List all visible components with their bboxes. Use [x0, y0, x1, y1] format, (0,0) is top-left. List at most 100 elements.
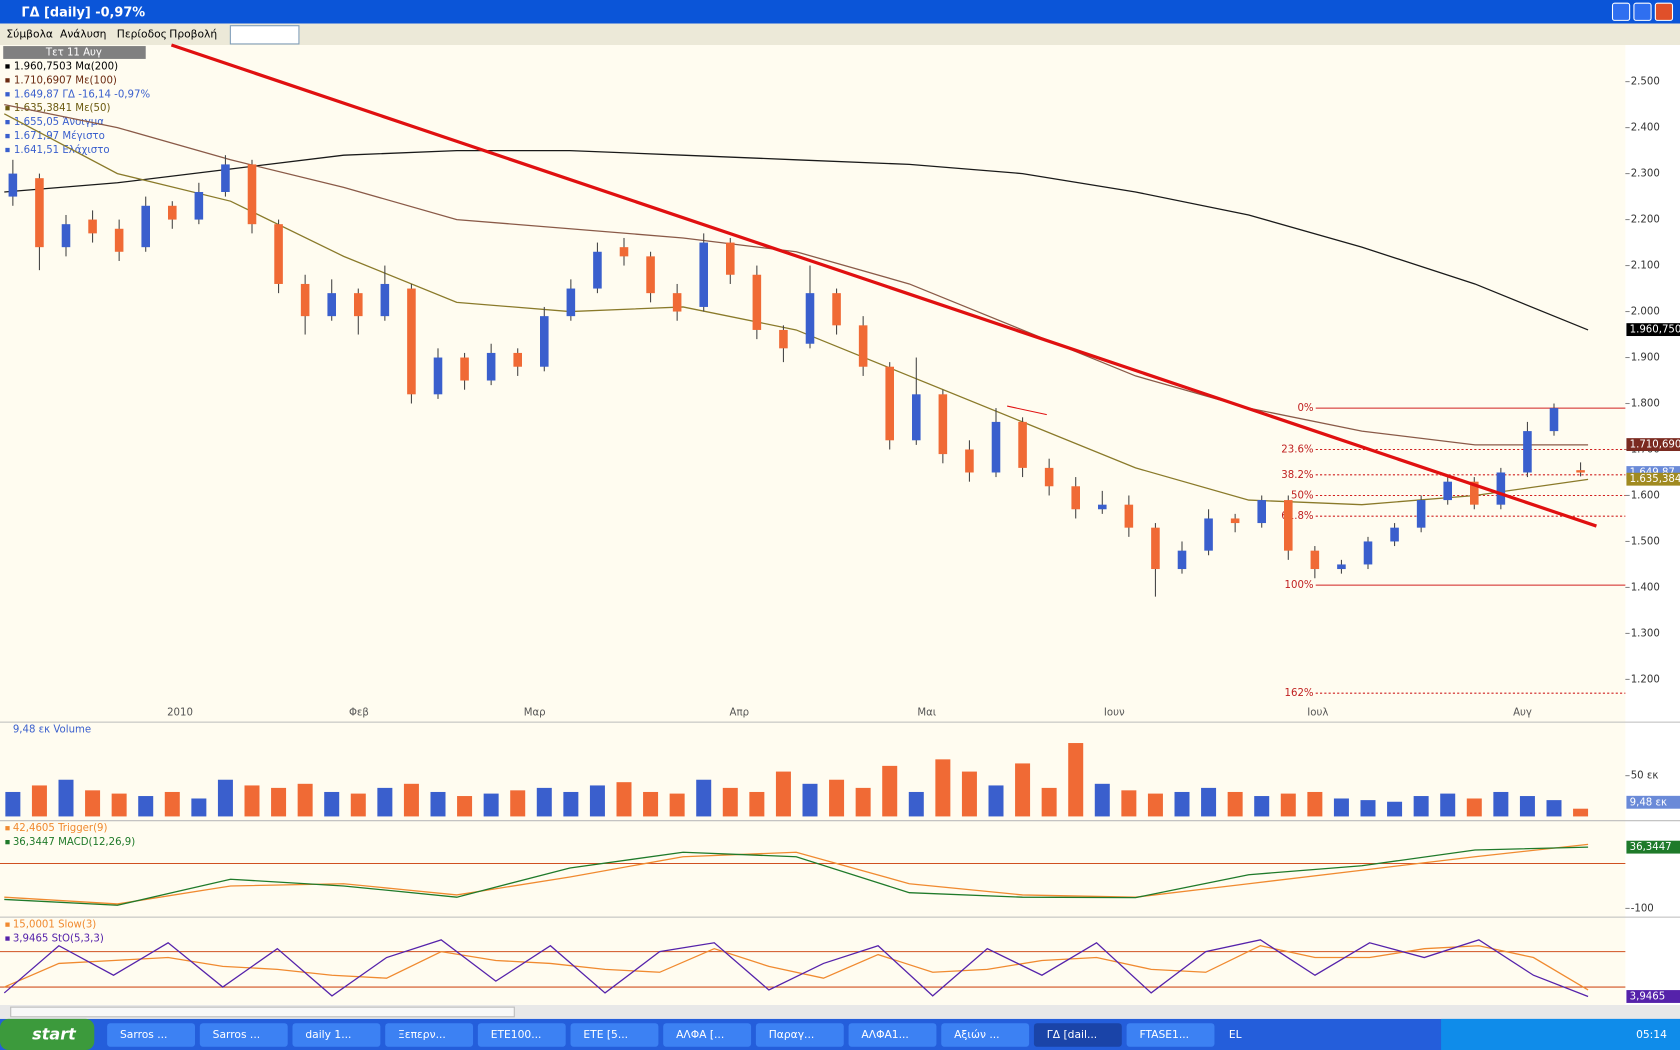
- candle-body: [540, 316, 549, 367]
- x-tick-label: Ιουλ: [1307, 708, 1328, 719]
- candle-body: [1284, 500, 1293, 551]
- y-tick-label: 2.300: [1631, 169, 1660, 180]
- taskbar-button[interactable]: [385, 1023, 474, 1047]
- value-badge: [1626, 990, 1680, 1003]
- menu-item[interactable]: Προβολή: [169, 27, 217, 40]
- value-badge-text: 1.960,750: [1630, 325, 1680, 336]
- taskbar-button[interactable]: [1033, 1023, 1122, 1047]
- volume-bar: [271, 787, 287, 817]
- volume-bar: [802, 783, 818, 817]
- volume-bar: [1121, 790, 1137, 817]
- candle-body: [88, 219, 97, 234]
- taskbar-button-text[interactable]: Παραγ...: [769, 1028, 815, 1041]
- indicator-line: [4, 846, 1589, 906]
- legend-swatch: [5, 133, 10, 139]
- volume-bar: [908, 791, 924, 817]
- taskbar-button[interactable]: [292, 1023, 381, 1047]
- candle-body: [1177, 550, 1187, 570]
- candle-body: [141, 205, 150, 248]
- language[interactable]: EL: [1229, 1028, 1242, 1041]
- volume-bar: [377, 787, 393, 817]
- y-tick-label: -100: [1631, 903, 1654, 914]
- taskbar-button-text[interactable]: ETE [5...: [583, 1028, 628, 1041]
- volume-bar: [1360, 800, 1376, 817]
- candle-body: [832, 293, 841, 326]
- maximize-button[interactable]: [1633, 2, 1652, 21]
- candle-body: [1496, 472, 1506, 505]
- symbol-input[interactable]: [229, 25, 300, 45]
- taskbar-button[interactable]: [1126, 1023, 1215, 1047]
- moving-average: [4, 103, 1589, 446]
- taskbar-button-text[interactable]: ΑΛΦΑ [...: [676, 1028, 724, 1041]
- menu-item[interactable]: Σύμβολα: [6, 27, 53, 40]
- candle-body: [965, 449, 974, 473]
- taskbar-button[interactable]: [755, 1023, 844, 1047]
- volume-bar: [1413, 796, 1429, 817]
- value-badge-text: 36,3447: [1630, 842, 1672, 853]
- volume-bar: [1254, 796, 1270, 817]
- taskbar-button[interactable]: [477, 1023, 566, 1047]
- candle-body: [380, 283, 390, 317]
- candle-body: [1204, 518, 1213, 551]
- volume-bar: [935, 759, 951, 817]
- taskbar-button[interactable]: [107, 1023, 195, 1047]
- value-badge: [1626, 795, 1680, 809]
- taskbar-button[interactable]: [848, 1023, 937, 1047]
- volume-bar: [882, 765, 898, 817]
- candle-body: [168, 205, 177, 220]
- fib-label: 162%: [1285, 688, 1314, 699]
- value-badge: [1626, 472, 1680, 486]
- y-tick-label: 1.400: [1631, 582, 1660, 593]
- volume-bar: [324, 791, 340, 817]
- y-tick-label: 50 εκ: [1631, 771, 1659, 782]
- fib-label: 50%: [1291, 490, 1314, 501]
- candle-body: [300, 283, 310, 317]
- menu-item[interactable]: Περίοδος: [117, 27, 167, 40]
- taskbar-button-text[interactable]: Sarros ...: [213, 1028, 260, 1041]
- volume-bar: [988, 785, 1004, 817]
- candle-body: [1576, 470, 1585, 473]
- taskbar-button[interactable]: [570, 1023, 659, 1047]
- taskbar-button-text[interactable]: ΓΔ [dail...: [1047, 1028, 1097, 1041]
- close-button[interactable]: [1654, 2, 1674, 21]
- candle-body: [8, 173, 18, 197]
- taskbar-button-text[interactable]: Ξεπερν...: [398, 1028, 446, 1041]
- taskbar-button[interactable]: [941, 1023, 1030, 1047]
- taskbar-items: start Sarros ... Sarros ... daily 1... Ξεπερ…: [32, 1023, 1667, 1047]
- start-text[interactable]: start: [32, 1025, 77, 1044]
- volume-bar: [1041, 787, 1057, 817]
- candle-body: [407, 288, 416, 395]
- volume-bar: [775, 771, 791, 817]
- volume-bar: [510, 790, 526, 817]
- taskbar-button-text[interactable]: ΑΛΦΑ1...: [861, 1028, 908, 1041]
- taskbar-button-text[interactable]: Sarros ...: [120, 1028, 167, 1041]
- taskbar-button[interactable]: [663, 1023, 752, 1047]
- volume-bar: [191, 798, 207, 817]
- taskbar-button-text[interactable]: daily 1...: [305, 1028, 351, 1041]
- volume-bar: [696, 779, 712, 817]
- volume-bar: [403, 783, 419, 817]
- menu-bar: Σύμβολα Ανάλυση Περίοδος Προβολή: [6, 27, 217, 40]
- taskbar-button-text[interactable]: FTASE1...: [1139, 1028, 1189, 1041]
- menu-item[interactable]: Ανάλυση: [60, 27, 106, 40]
- volume-bar: [563, 791, 579, 817]
- plot-area: [0, 45, 1626, 1005]
- minimize-button[interactable]: [1611, 2, 1631, 21]
- candle-body: [1044, 467, 1054, 487]
- start-button[interactable]: [0, 1018, 95, 1050]
- taskbar-button-text[interactable]: ETE100...: [491, 1028, 542, 1041]
- legend-text: 1.641,51 Ελάχιστο: [14, 144, 110, 156]
- title-bar: [0, 0, 1680, 24]
- toolbar: [0, 23, 1680, 45]
- taskbar-button-text[interactable]: Αξιών ...: [954, 1028, 999, 1041]
- fib-label: 38.2%: [1281, 470, 1314, 481]
- panel-legend: 42,4605 Trigger(9): [13, 823, 108, 834]
- legend-swatch: [5, 936, 10, 941]
- scroll-thumb[interactable]: [10, 1006, 515, 1018]
- volume-bar: [1440, 793, 1456, 817]
- candle-body: [1337, 564, 1346, 570]
- candle-body: [619, 247, 629, 257]
- candle-body: [1363, 541, 1373, 565]
- taskbar-button[interactable]: [199, 1023, 288, 1047]
